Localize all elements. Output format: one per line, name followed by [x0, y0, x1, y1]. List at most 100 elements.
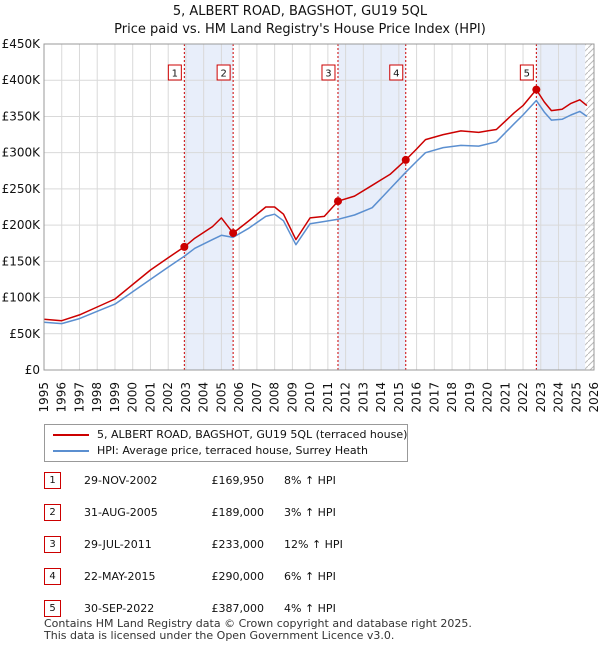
x-tick-label: 2010 — [303, 382, 317, 413]
x-tick-label: 2015 — [392, 382, 406, 413]
footer: Contains HM Land Registry data © Crown c… — [44, 618, 472, 642]
y-tick-label: £0 — [25, 363, 40, 377]
sale-badge: 2 — [44, 504, 61, 521]
x-tick-label: 2025 — [569, 382, 583, 413]
sale-marker-box — [389, 64, 404, 81]
legend-swatch-hpi — [53, 450, 89, 452]
sale-row: 4 22-MAY-2015 £290,000 6% ↑ HPI — [44, 566, 404, 588]
sale-badge: 3 — [44, 536, 61, 553]
sale-point — [401, 155, 410, 164]
hpi-line — [43, 99, 588, 325]
legend-item-hpi: HPI: Average price, terraced house, Surr… — [53, 444, 368, 460]
sale-period-shade — [184, 44, 234, 370]
x-tick-label: 2014 — [374, 382, 388, 413]
x-tick-label: 2009 — [285, 382, 299, 413]
x-tick-label: 2003 — [179, 382, 193, 413]
x-tick-label: 2026 — [587, 382, 600, 413]
sale-badge: 5 — [44, 600, 61, 617]
y-tick-label: £250K — [2, 182, 42, 196]
y-tick-label: £100K — [2, 291, 42, 305]
sale-price: £169,950 — [211, 474, 265, 487]
sale-point — [532, 85, 541, 94]
sale-marker-label: 5 — [524, 69, 530, 80]
x-tick-label: 2004 — [197, 382, 211, 413]
sale-date: 22-MAY-2015 — [84, 570, 156, 583]
x-tick-label: 2019 — [463, 382, 477, 413]
sale-point — [333, 197, 342, 206]
legend-swatch-property — [53, 434, 89, 436]
sale-date: 29-NOV-2002 — [84, 474, 158, 487]
legend-label-hpi: HPI: Average price, terraced house, Surr… — [97, 444, 368, 457]
x-tick-label: 2006 — [232, 382, 246, 413]
sale-row: 2 31-AUG-2005 £189,000 3% ↑ HPI — [44, 502, 404, 524]
footer-copyright: Contains HM Land Registry data © Crown c… — [44, 617, 472, 630]
sale-hpi: 12% ↑ HPI — [284, 538, 343, 551]
y-tick-label: £450K — [2, 37, 42, 51]
sale-marker-label: 2 — [220, 69, 226, 80]
y-tick-label: £400K — [2, 73, 42, 87]
sale-marker-label: 4 — [393, 69, 399, 80]
x-tick-label: 2013 — [356, 382, 370, 413]
sale-price: £233,000 — [211, 538, 265, 551]
sale-hpi: 3% ↑ HPI — [284, 506, 336, 519]
x-tick-label: 1995 — [37, 382, 51, 413]
x-tick-label: 2021 — [498, 382, 512, 413]
sale-marker-box — [167, 64, 182, 81]
x-tick-label: 2012 — [339, 382, 353, 413]
sale-marker-box — [321, 64, 336, 81]
chart-title: 5, ALBERT ROAD, BAGSHOT, GU19 5QL — [172, 4, 428, 19]
x-tick-label: 2017 — [427, 382, 441, 413]
x-tick-label: 1996 — [55, 382, 69, 413]
sale-marker-box — [519, 64, 534, 81]
x-tick-label: 2001 — [143, 382, 157, 413]
forecast-hatch — [585, 44, 594, 370]
chart-subtitle: Price paid vs. HM Land Registry's House … — [114, 22, 486, 37]
y-tick-label: £50K — [9, 327, 41, 341]
x-tick-label: 2000 — [126, 382, 140, 413]
sale-point — [180, 242, 189, 251]
x-tick-label: 2002 — [161, 382, 175, 413]
x-tick-label: 2008 — [268, 382, 282, 413]
sale-row: 3 29-JUL-2011 £233,000 12% ↑ HPI — [44, 534, 404, 556]
y-tick-label: £150K — [2, 254, 42, 268]
x-tick-label: 2020 — [481, 382, 495, 413]
x-tick-label: 2024 — [552, 382, 566, 413]
x-tick-label: 2011 — [321, 382, 335, 413]
sale-price: £290,000 — [211, 570, 265, 583]
legend-item-property: 5, ALBERT ROAD, BAGSHOT, GU19 5QL (terra… — [53, 428, 407, 444]
sale-price: £189,000 — [211, 506, 265, 519]
x-tick-label: 1999 — [108, 382, 122, 413]
legend: 5, ALBERT ROAD, BAGSHOT, GU19 5QL (terra… — [44, 424, 408, 462]
sale-hpi: 4% ↑ HPI — [284, 602, 336, 615]
x-tick-label: 1998 — [90, 382, 104, 413]
price-chart: 1 2 3 4 5 £0 £50K £100K £150K £200K £250K £300K £35… — [2, 37, 600, 413]
x-tick-label: 2007 — [250, 382, 264, 413]
sale-marker-box — [216, 64, 231, 81]
sale-marker-label: 3 — [325, 69, 331, 80]
footer-licence: This data is licensed under the Open Gov… — [44, 629, 395, 642]
sale-badge: 4 — [44, 568, 61, 585]
sale-date: 29-JUL-2011 — [84, 538, 152, 551]
plot-frame — [43, 43, 595, 371]
x-tick-label: 2018 — [445, 382, 459, 413]
x-tick-label: 2005 — [214, 382, 228, 413]
sale-period-shade — [536, 44, 586, 370]
sale-hpi: 6% ↑ HPI — [284, 570, 336, 583]
sale-date: 30-SEP-2022 — [84, 602, 155, 615]
x-tick-label: 2022 — [516, 382, 530, 413]
sale-marker-label: 1 — [172, 69, 178, 80]
legend-label-property: 5, ALBERT ROAD, BAGSHOT, GU19 5QL (terra… — [97, 428, 408, 441]
x-tick-label: 2016 — [410, 382, 424, 413]
y-tick-label: £200K — [2, 218, 42, 232]
y-tick-label: £350K — [2, 109, 42, 123]
sale-price: £387,000 — [211, 602, 265, 615]
x-tick-label: 2023 — [534, 382, 548, 413]
sale-badge: 1 — [44, 472, 61, 489]
sale-row: 1 29-NOV-2002 £169,950 8% ↑ HPI — [44, 470, 404, 492]
sale-hpi: 8% ↑ HPI — [284, 474, 336, 487]
sale-date: 31-AUG-2005 — [84, 506, 158, 519]
x-tick-label: 1997 — [72, 382, 86, 413]
sale-row: 5 30-SEP-2022 £387,000 4% ↑ HPI — [44, 598, 404, 620]
sale-point — [229, 229, 238, 238]
y-tick-label: £300K — [2, 146, 42, 160]
